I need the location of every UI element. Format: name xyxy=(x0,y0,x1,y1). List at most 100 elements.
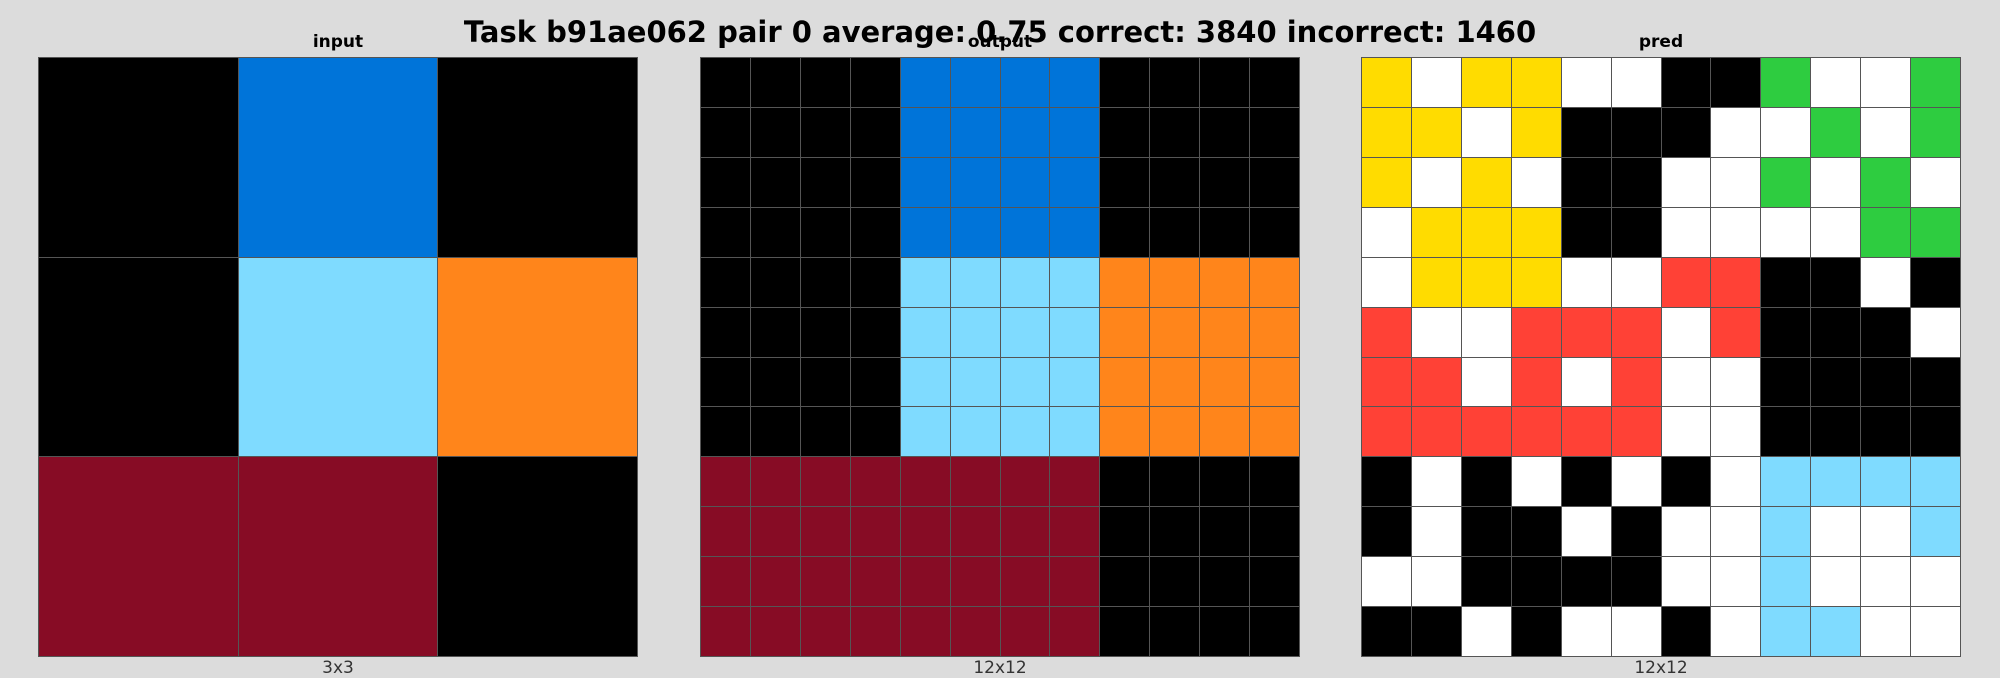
grid-cell xyxy=(1811,457,1861,507)
grid-cell xyxy=(1861,557,1911,607)
grid-cell xyxy=(1411,58,1461,107)
grid-cell xyxy=(1811,257,1861,307)
grid-cell xyxy=(1150,157,1200,207)
grid-cell xyxy=(950,157,1000,207)
grid-cell xyxy=(1511,407,1561,457)
grid-cell xyxy=(1561,357,1611,407)
grid-cell xyxy=(438,257,637,457)
grid-cell xyxy=(1050,457,1100,507)
grid-cell xyxy=(1100,58,1150,107)
grid-cell xyxy=(800,207,850,257)
grid-cell xyxy=(1511,157,1561,207)
grid-cell xyxy=(701,557,750,607)
grid-cell xyxy=(1611,507,1661,557)
grid-cell xyxy=(1811,507,1861,557)
grid-cell xyxy=(850,257,900,307)
grid-cell xyxy=(1661,107,1711,157)
grid-cell xyxy=(1411,357,1461,407)
grid-cell xyxy=(1250,557,1299,607)
grid-cell xyxy=(1411,257,1461,307)
grid-cell xyxy=(1611,257,1661,307)
figure-title: Task b91ae062 pair 0 average: 0.75 corre… xyxy=(463,15,1537,49)
grid-cell xyxy=(950,407,1000,457)
grid-cell xyxy=(1761,307,1811,357)
grid-cell xyxy=(1150,607,1200,656)
grid-cell xyxy=(1911,407,1960,457)
grid-cell xyxy=(1561,257,1611,307)
grid-cell xyxy=(1811,157,1861,207)
grid-cell xyxy=(750,357,800,407)
grid-cell xyxy=(1911,607,1960,656)
grid-cell xyxy=(1100,457,1150,507)
grid-cell xyxy=(1861,407,1911,457)
grid-cell xyxy=(800,157,850,207)
grid-cell xyxy=(1761,157,1811,207)
grid-cell xyxy=(1200,457,1250,507)
grid-cell xyxy=(1200,107,1250,157)
grid-cell xyxy=(39,257,238,457)
grid-cell xyxy=(1200,207,1250,257)
grid-cell xyxy=(1711,307,1761,357)
grid-cell xyxy=(1150,107,1200,157)
grid-cell xyxy=(1100,607,1150,656)
grid-cell xyxy=(1911,557,1960,607)
grid-cell xyxy=(850,307,900,357)
grid-cell xyxy=(1150,307,1200,357)
grid-cell xyxy=(950,207,1000,257)
grid-cell xyxy=(1461,607,1511,656)
grid-cell xyxy=(1661,357,1711,407)
grid-cell xyxy=(1411,307,1461,357)
grid-cell xyxy=(1761,557,1811,607)
grid-cell xyxy=(1861,107,1911,157)
grid-cell xyxy=(800,58,850,107)
grid-cell xyxy=(1050,307,1100,357)
grid-cell xyxy=(701,307,750,357)
grid-cell xyxy=(1150,507,1200,557)
grid-cell xyxy=(1911,507,1960,557)
grid-cell xyxy=(438,58,637,257)
grid-cell xyxy=(1511,307,1561,357)
grid-cell xyxy=(1611,107,1661,157)
grid-cell xyxy=(701,207,750,257)
grid-cell xyxy=(1711,207,1761,257)
grid-cell xyxy=(1411,207,1461,257)
grid-cell xyxy=(1050,107,1100,157)
grid-cell xyxy=(1511,107,1561,157)
grid-cell xyxy=(1411,557,1461,607)
grid-cell xyxy=(1461,58,1511,107)
grid-cell xyxy=(1511,507,1561,557)
grid-cell xyxy=(1150,407,1200,457)
grid-cell xyxy=(1761,207,1811,257)
grid-cell xyxy=(750,507,800,557)
grid-cell xyxy=(950,58,1000,107)
grid-cell xyxy=(1461,407,1511,457)
grid-cell xyxy=(1000,457,1050,507)
pred-panel-label: pred xyxy=(1638,32,1684,52)
grid-cell xyxy=(1711,407,1761,457)
grid-cell xyxy=(1611,357,1661,407)
grid-cell xyxy=(1811,307,1861,357)
grid-cell xyxy=(1150,557,1200,607)
grid-cell xyxy=(850,58,900,107)
grid-cell xyxy=(1050,207,1100,257)
grid-cell xyxy=(1711,457,1761,507)
grid-cell xyxy=(900,207,950,257)
grid-cell xyxy=(1250,357,1299,407)
grid-cell xyxy=(701,257,750,307)
grid-cell xyxy=(750,107,800,157)
grid-cell xyxy=(1250,107,1299,157)
grid-cell xyxy=(1411,457,1461,507)
grid-cell xyxy=(950,507,1000,557)
grid-cell xyxy=(900,157,950,207)
grid-cell xyxy=(1000,607,1050,656)
grid-cell xyxy=(1200,58,1250,107)
grid-cell xyxy=(1711,607,1761,656)
grid-cell xyxy=(800,357,850,407)
grid-cell xyxy=(701,107,750,157)
grid-cell xyxy=(1911,307,1960,357)
grid-cell xyxy=(1000,507,1050,557)
grid-cell xyxy=(750,457,800,507)
grid-cell xyxy=(1461,457,1511,507)
grid-cell xyxy=(1711,257,1761,307)
grid-cell xyxy=(1511,557,1561,607)
